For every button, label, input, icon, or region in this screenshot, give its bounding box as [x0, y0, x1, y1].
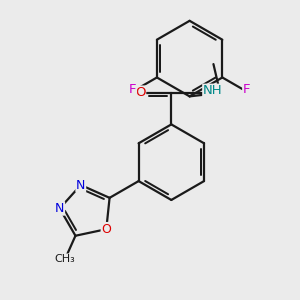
Text: F: F: [243, 82, 250, 96]
Text: N: N: [55, 202, 64, 215]
Text: NH: NH: [203, 84, 223, 98]
Text: O: O: [101, 223, 111, 236]
Text: N: N: [76, 178, 86, 191]
Text: CH₃: CH₃: [55, 254, 75, 264]
Text: O: O: [135, 86, 146, 99]
Text: F: F: [129, 82, 136, 96]
